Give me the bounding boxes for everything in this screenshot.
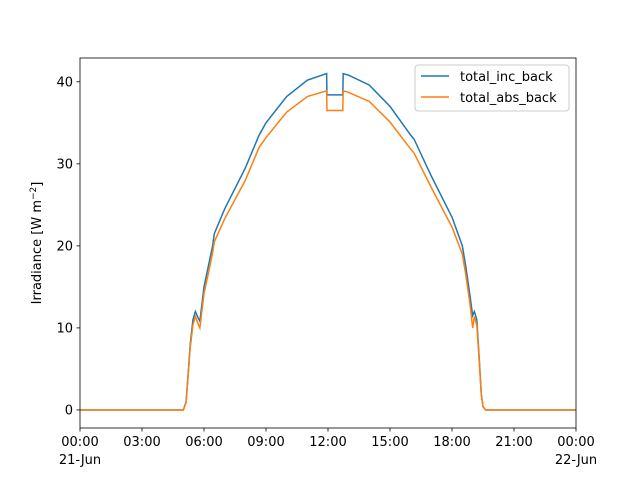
y-axis: 0 10 20 30 40 [56,75,80,418]
x-axis: 00:00 21-Jun 03:00 06:00 09:00 12:00 15:00 18:0… [59,428,597,468]
legend-box [414,64,570,112]
y-tick-label: 20 [56,239,73,254]
legend: total_inc_back total_abs_back [414,64,570,112]
x-tick-label: 03:00 [123,435,160,450]
y-tick-label: 10 [56,321,73,336]
legend-label-inc: total_inc_back [460,70,553,85]
x-tick-sublabel: 21-Jun [59,453,101,468]
x-tick-label: 09:00 [247,435,284,450]
x-tick-label: 15:00 [371,435,408,450]
y-tick-label: 0 [65,403,73,418]
x-tick-label: 18:00 [433,435,470,450]
legend-label-abs: total_abs_back [460,91,557,106]
x-tick-sublabel: 22-Jun [555,453,597,468]
y-tick-label: 30 [56,157,73,172]
y-axis-label: Irradiance [W m−2] [29,182,45,305]
x-tick-label: 12:00 [309,435,346,450]
series-line-total_abs_back [80,89,576,411]
x-tick-label: 06:00 [185,435,222,450]
x-tick-label: 00:00 [557,435,594,450]
x-tick-label: 00:00 [61,435,98,450]
y-tick-label: 40 [56,75,73,90]
series-lines [80,72,576,411]
x-tick-label: 21:00 [495,435,532,450]
